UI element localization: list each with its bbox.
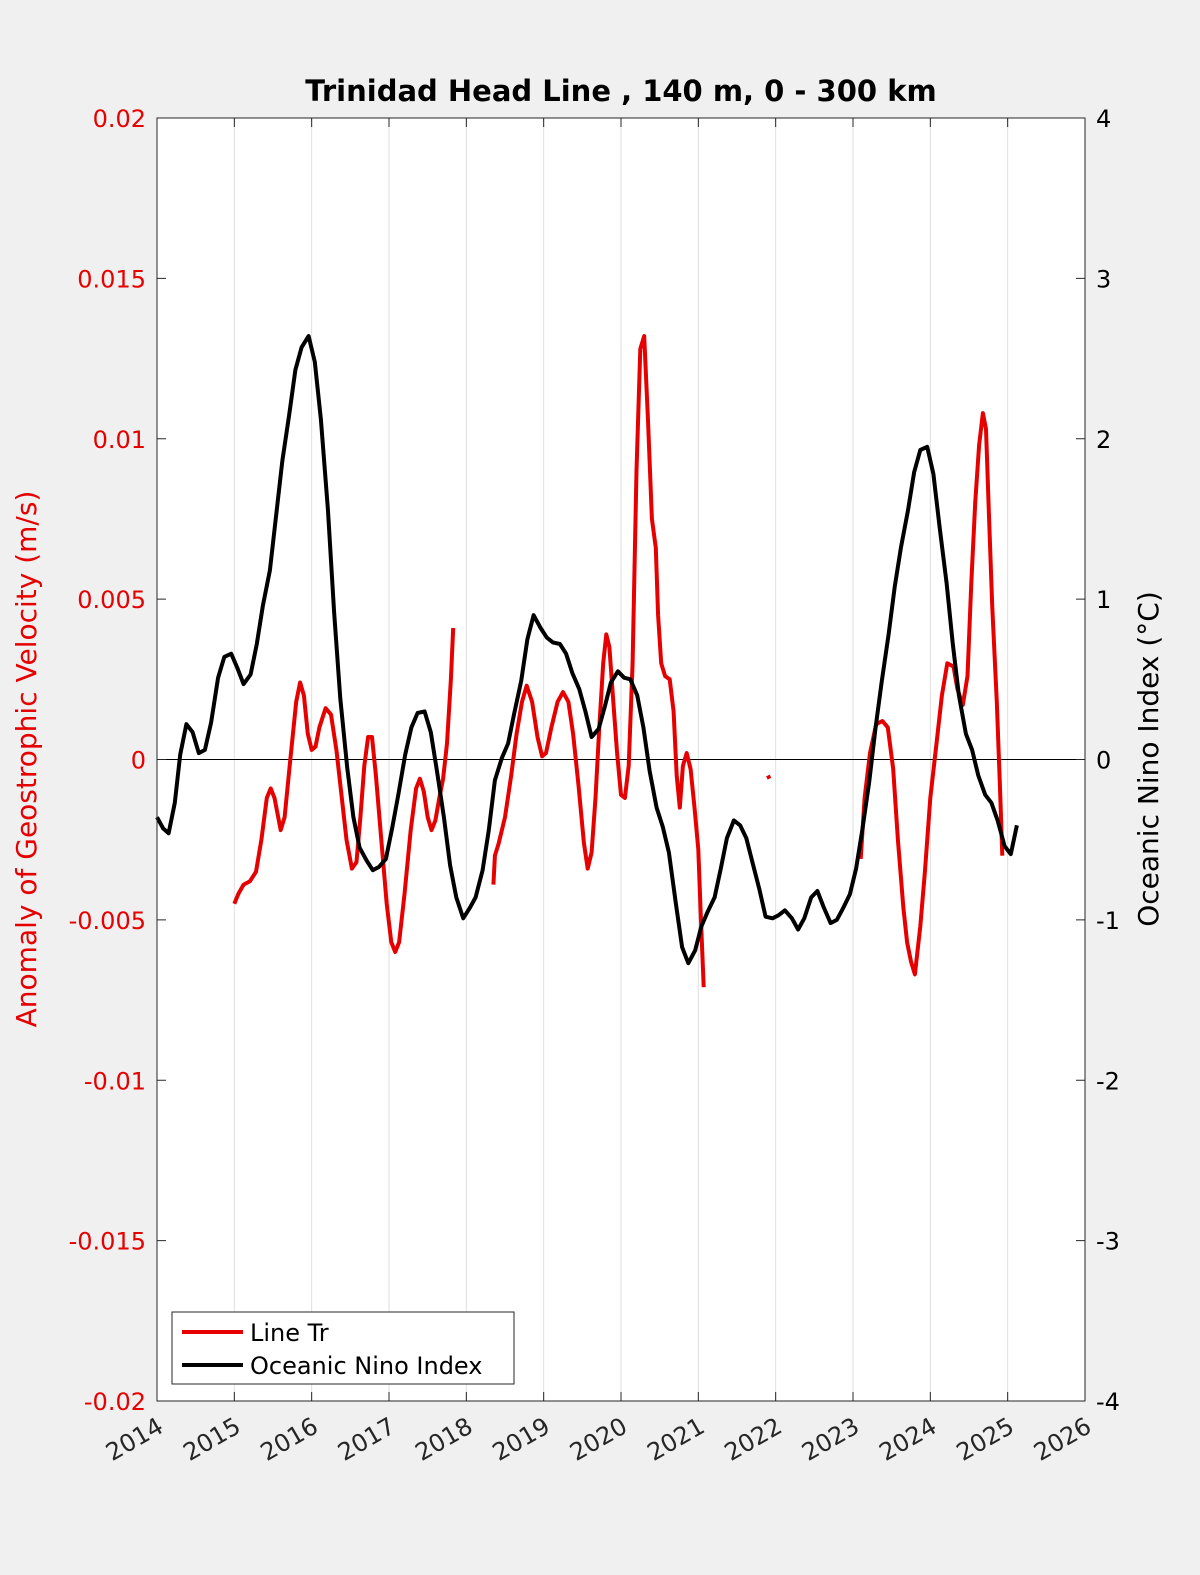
series-line-line-tr (491, 334, 706, 988)
left-axis-label: Anomaly of Geostrophic Velocity (m/s) (10, 491, 43, 1028)
right-tick-label: 0 (1096, 747, 1111, 775)
series-line-line-tr (766, 774, 772, 780)
plot-lines (155, 334, 1019, 988)
right-tick-label: -1 (1096, 907, 1120, 935)
series-line-line-tr (858, 411, 1005, 977)
series-line-oceanic-nino-index (155, 334, 1019, 966)
right-tick-label: 2 (1096, 426, 1111, 454)
left-tick-label: -0.005 (69, 907, 146, 935)
left-tick-label: 0.005 (77, 586, 146, 614)
left-tick-label: 0.01 (93, 426, 146, 454)
legend-box (171, 1311, 515, 1385)
axis-ticks: 2014 2015 2016 2017 2018 2019 2020 2021 2022 2023… (69, 105, 1120, 1467)
chart-title: Trinidad Head Line , 140 m, 0 - 300 km (305, 74, 936, 108)
left-tick-label: -0.015 (69, 1228, 146, 1256)
right-tick-label: 3 (1096, 265, 1111, 293)
right-tick-label: 4 (1096, 105, 1111, 133)
right-tick-label: -3 (1096, 1228, 1120, 1256)
right-tick-label: -4 (1096, 1388, 1120, 1416)
left-tick-label: -0.01 (84, 1067, 146, 1095)
right-tick-label: 1 (1096, 586, 1111, 614)
left-tick-label: 0.015 (77, 265, 146, 293)
legend-label-oni: Oceanic Nino Index (250, 1352, 482, 1380)
right-tick-label: -2 (1096, 1067, 1120, 1095)
legend: Line Tr Oceanic Nino Index (171, 1311, 515, 1385)
legend-label-line-tr: Line Tr (250, 1319, 329, 1347)
left-tick-label: -0.02 (84, 1388, 146, 1416)
right-axis-label: Oceanic Nino Index (°C) (1132, 591, 1165, 927)
left-tick-label: 0.02 (93, 105, 146, 133)
left-tick-label: 0 (131, 747, 146, 775)
series-line-line-tr (232, 627, 456, 954)
